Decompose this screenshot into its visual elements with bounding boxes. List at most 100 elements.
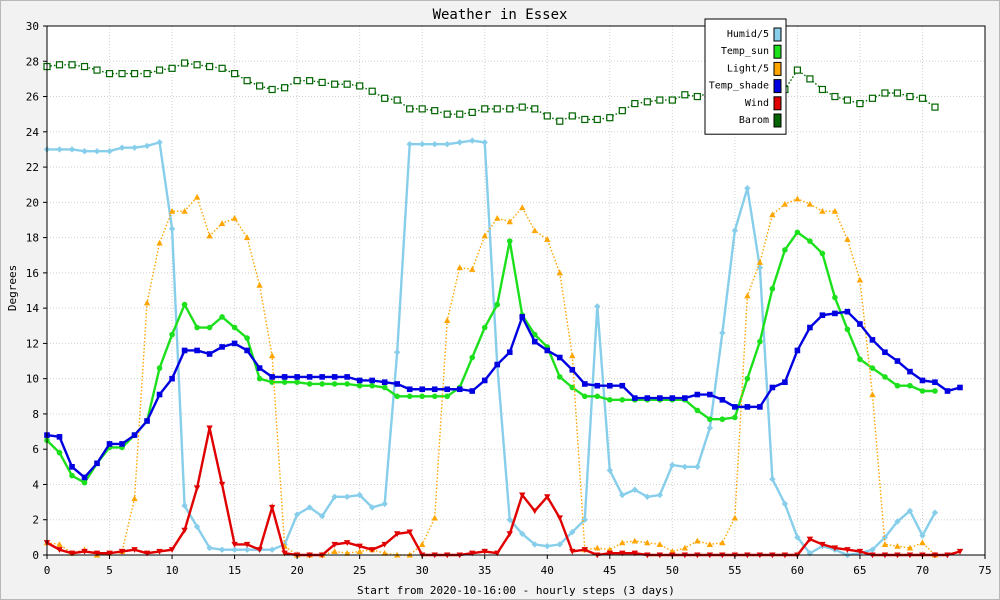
series-wind-point bbox=[844, 547, 851, 553]
series-temp-shade-point bbox=[757, 404, 763, 410]
series-temp-sun-point bbox=[494, 301, 501, 308]
series-barom-point bbox=[231, 70, 239, 78]
legend-label: Wind bbox=[745, 98, 769, 109]
series-humid-5-point bbox=[368, 504, 376, 511]
series-humid-5-point bbox=[293, 511, 301, 518]
series-temp-sun-point bbox=[694, 407, 701, 414]
series-light-5-point bbox=[343, 550, 351, 556]
series-barom-point bbox=[906, 92, 914, 101]
series-light-5-point bbox=[381, 550, 388, 556]
series-barom-point bbox=[118, 70, 126, 78]
series-barom-point bbox=[856, 99, 864, 108]
series-temp-sun-point bbox=[444, 393, 451, 400]
series-temp-sun-point bbox=[431, 393, 438, 400]
series-temp-shade-point bbox=[394, 381, 400, 387]
series-barom-point bbox=[643, 98, 651, 106]
series-temp-shade-point bbox=[319, 374, 325, 380]
series-barom-point bbox=[468, 108, 476, 117]
series-temp-sun-point bbox=[69, 472, 75, 479]
series-light-5-point bbox=[519, 204, 526, 211]
series-temp-shade-point bbox=[894, 358, 901, 364]
series-temp-sun-point bbox=[832, 294, 838, 301]
legend-swatch bbox=[773, 96, 782, 111]
series-light-5-point bbox=[656, 541, 664, 547]
series-temp-shade-point bbox=[181, 347, 188, 354]
series-temp-shade-point bbox=[744, 404, 751, 410]
series-temp-shade-point bbox=[957, 384, 963, 391]
series-barom-point bbox=[931, 103, 939, 111]
series-barom-point bbox=[381, 94, 389, 102]
chart-title: Weather in Essex bbox=[433, 7, 568, 23]
series-temp-shade-point bbox=[194, 347, 200, 354]
series-light-5-point bbox=[681, 544, 689, 551]
series-humid-5-point bbox=[606, 467, 613, 474]
series-humid-5-point bbox=[469, 137, 476, 144]
series-temp-shade-point bbox=[682, 395, 688, 401]
series-light-5-point bbox=[806, 200, 814, 207]
series-humid-5-point bbox=[731, 227, 739, 234]
y-tick-label: 30 bbox=[26, 20, 39, 33]
series-humid-5-point bbox=[181, 502, 188, 509]
series-temp-sun-point bbox=[181, 301, 188, 308]
series-humid-5-point bbox=[594, 303, 601, 310]
y-tick-label: 28 bbox=[26, 55, 39, 68]
series-barom-point bbox=[893, 89, 902, 97]
series-barom-point bbox=[818, 85, 827, 94]
series-barom-point bbox=[681, 91, 689, 99]
series-barom-point bbox=[368, 87, 376, 95]
series-temp-sun-point bbox=[344, 381, 350, 387]
series-temp-sun-point bbox=[56, 449, 63, 456]
series-humid-5-point bbox=[193, 523, 201, 530]
series-barom-point bbox=[606, 114, 614, 122]
series-temp-shade-point bbox=[344, 374, 350, 380]
series-wind-point bbox=[831, 545, 839, 552]
series-wind-point bbox=[381, 541, 388, 548]
series-temp-shade-point bbox=[531, 338, 538, 345]
series-humid-5-point bbox=[531, 541, 538, 548]
series-temp-shade-point bbox=[569, 367, 576, 373]
series-wind-point bbox=[143, 550, 151, 557]
series-wind-point bbox=[243, 541, 251, 548]
series-temp-shade-point bbox=[219, 344, 225, 350]
series-temp-sun-point bbox=[607, 397, 613, 403]
x-tick-label: 65 bbox=[853, 564, 866, 577]
series-wind-point bbox=[343, 540, 351, 546]
series-temp-sun-point bbox=[381, 384, 388, 391]
series-wind-point bbox=[581, 547, 588, 553]
x-tick-label: 50 bbox=[666, 564, 679, 577]
series-wind-point bbox=[556, 515, 563, 522]
series-light-5-point bbox=[919, 539, 926, 546]
series-temp-sun-point bbox=[556, 374, 563, 380]
series-temp-shade-point bbox=[556, 354, 563, 361]
y-tick-label: 14 bbox=[26, 302, 40, 315]
x-tick-label: 0 bbox=[44, 564, 51, 577]
series-wind-point bbox=[956, 548, 964, 555]
plot-area bbox=[47, 26, 985, 555]
series-barom-point bbox=[193, 61, 201, 69]
series-humid-5-point bbox=[218, 546, 226, 553]
series-wind-point bbox=[481, 548, 488, 555]
series-temp-sun-point bbox=[531, 331, 538, 338]
series-temp-shade-point bbox=[144, 418, 150, 424]
legend-label: Temp_sun bbox=[721, 46, 769, 57]
series-temp-shade-point bbox=[481, 377, 488, 384]
series-wind-point bbox=[819, 541, 826, 548]
series-barom-point bbox=[68, 61, 76, 69]
series-humid-5-point bbox=[93, 147, 101, 155]
series-temp-shade-point bbox=[644, 395, 651, 401]
series-temp-shade-point bbox=[769, 384, 776, 391]
series-wind-point bbox=[469, 550, 476, 557]
series-light-5-point bbox=[619, 539, 626, 546]
series-barom-point bbox=[806, 75, 814, 83]
series-temp-shade-point bbox=[619, 382, 626, 389]
series-light-5-point bbox=[268, 352, 276, 359]
series-humid-5-point bbox=[694, 463, 701, 471]
series-temp-sun-point bbox=[206, 324, 213, 331]
series-temp-sun-point bbox=[619, 397, 626, 403]
series-light-5-point bbox=[243, 234, 251, 241]
series-temp-sun-point bbox=[857, 356, 863, 363]
series-temp-sun-point bbox=[882, 374, 888, 380]
series-light-5-point bbox=[143, 299, 151, 306]
series-temp-sun-point bbox=[256, 375, 263, 382]
